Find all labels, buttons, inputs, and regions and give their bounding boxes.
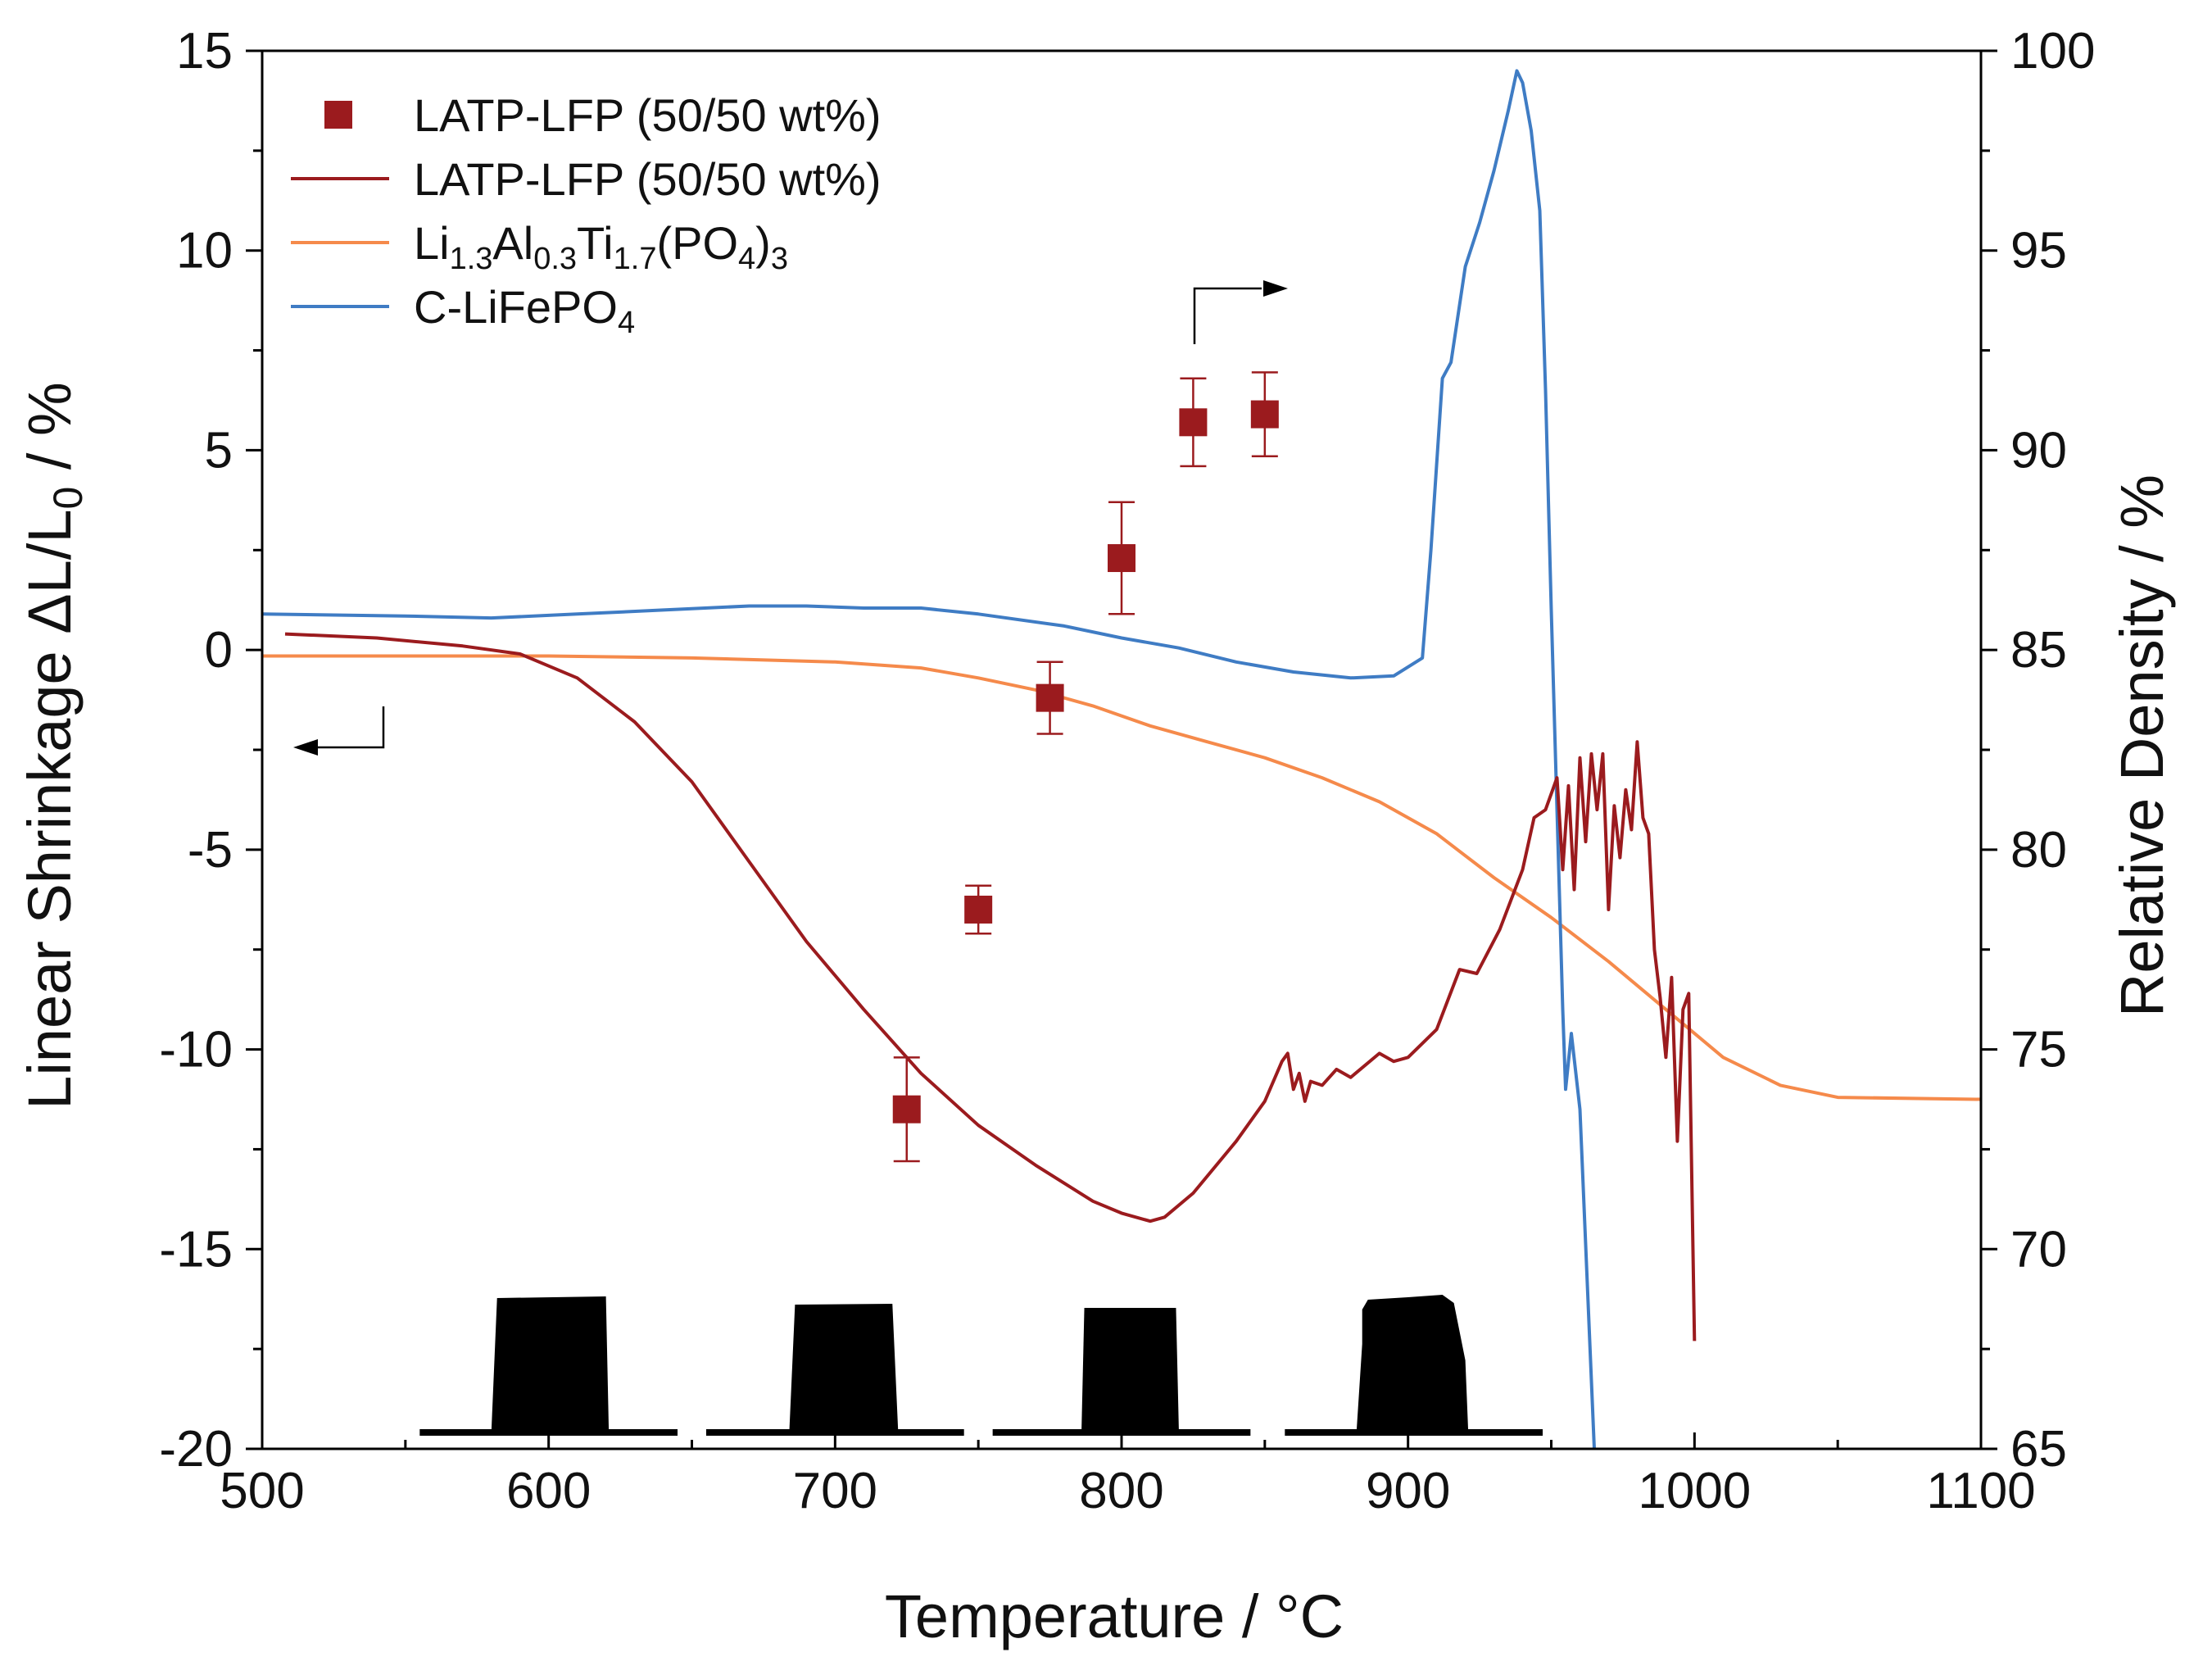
legend-marker [324, 101, 352, 129]
left-axis-title: Linear Shrinkage ΔL/L0 / % [16, 382, 91, 1110]
y-right-tick-label: 90 [2010, 422, 2067, 479]
scatter-point [1036, 683, 1064, 712]
series-line-lfp [261, 69, 1596, 1450]
y-left-tick-label: 15 [176, 23, 233, 79]
scatter-point [1108, 544, 1135, 573]
inset-silhouettes [419, 1295, 1543, 1436]
y-right-tick-label: 85 [2010, 622, 2067, 679]
scatter-point [892, 1095, 921, 1124]
legend-label: Li1.3Al0.3Ti1.7(PO4)3 [414, 217, 788, 276]
legend-label: C-LiFePO4 [414, 281, 635, 340]
x-tick-label: 600 [506, 1463, 591, 1519]
legend-label: LATP-LFP (50/50 wt%) [414, 89, 882, 141]
inset-baseline [1285, 1429, 1543, 1436]
legend-label: LATP-LFP (50/50 wt%) [414, 153, 882, 205]
y-right-tick-label: 70 [2010, 1221, 2067, 1278]
y-left-tick-label: 10 [176, 223, 233, 279]
inset-sample-silhouette [1356, 1295, 1469, 1432]
left-axis-arrow [315, 706, 385, 749]
y-left-tick-label: -5 [188, 822, 233, 878]
y-right-tick-label: 100 [2010, 23, 2095, 79]
y-right-tick-label: 80 [2010, 822, 2067, 878]
inset-sample-silhouette [491, 1296, 610, 1432]
right-axis-title: Relative Density / % [2108, 474, 2176, 1017]
series-line-latp [262, 654, 1982, 1101]
legend: LATP-LFP (50/50 wt%) LATP-LFP (50/50 wt%)… [291, 89, 882, 340]
y-left-tick-label: -15 [159, 1221, 233, 1278]
right-axis-arrowhead [1263, 280, 1288, 297]
y-left-tick-label: 0 [205, 622, 233, 679]
x-tick-label: 1000 [1638, 1463, 1751, 1519]
y-right-tick-label: 95 [2010, 223, 2067, 279]
series-line-latp-lfp [284, 632, 1697, 1341]
inset-sample-silhouette [789, 1304, 899, 1432]
x-tick-label: 500 [220, 1463, 304, 1519]
x-tick-label: 900 [1366, 1463, 1450, 1519]
y-left-tick-label: -10 [159, 1022, 233, 1078]
scatter-point [1250, 400, 1279, 429]
y-right-tick-label: 75 [2010, 1022, 2067, 1078]
ticks-layer: 500 600 700 800 900 1000 1100 15 10 5 0 -5 -10 -15 -20… [159, 23, 2095, 1519]
x-tick-label: 700 [793, 1463, 877, 1519]
scatter-point [964, 895, 993, 924]
x-tick-label: 800 [1079, 1463, 1163, 1519]
right-axis-arrow [1193, 287, 1262, 344]
series-layer [261, 69, 1982, 1450]
x-tick-label: 1100 [1926, 1463, 2035, 1519]
y-right-tick-label: 65 [2010, 1421, 2067, 1478]
x-axis-title: Temperature / °C [885, 1582, 1344, 1650]
y-left-tick-label: 5 [205, 422, 233, 479]
inset-sample-silhouette [1081, 1308, 1179, 1432]
y-left-tick-label: -20 [159, 1421, 233, 1478]
scatter-point [1179, 408, 1208, 437]
left-axis-arrowhead [293, 739, 318, 756]
annotations-layer [293, 280, 1288, 756]
